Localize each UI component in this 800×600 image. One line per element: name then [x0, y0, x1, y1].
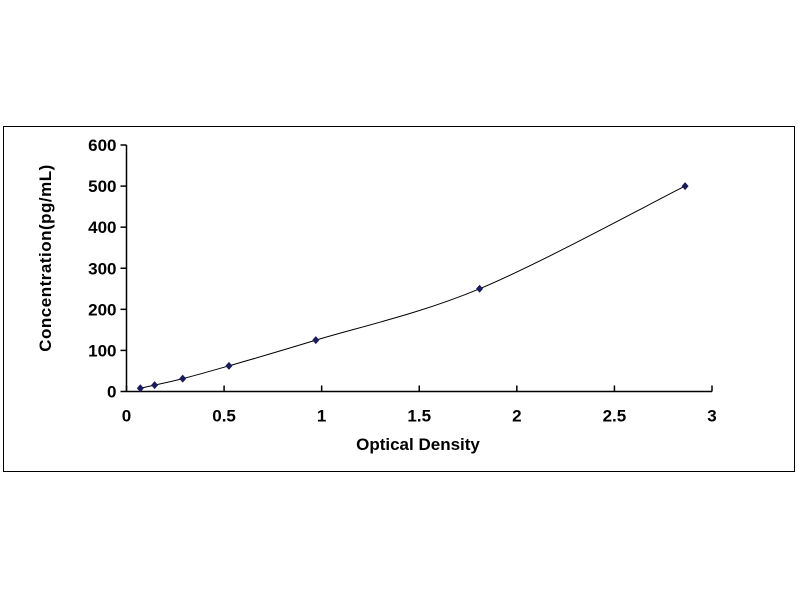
x-tick-label: 3 — [707, 407, 716, 426]
data-point — [312, 336, 320, 345]
y-tick-label: 600 — [88, 136, 116, 155]
data-point — [476, 284, 484, 293]
data-point — [151, 381, 159, 390]
y-tick-label: 500 — [88, 177, 116, 196]
y-axis-label: Concentration(pg/mL) — [36, 164, 55, 352]
x-axis-label: Optical Density — [356, 435, 480, 454]
y-tick-label: 400 — [88, 218, 116, 237]
data-point — [225, 361, 233, 370]
y-tick-label: 100 — [88, 341, 116, 360]
data-point — [179, 374, 187, 383]
x-tick-label: 0.5 — [212, 407, 236, 426]
data-point — [136, 384, 144, 393]
x-tick-label: 2 — [512, 407, 521, 426]
data-point — [681, 182, 689, 191]
x-tick-label: 2.5 — [603, 407, 627, 426]
y-tick-label: 300 — [88, 259, 116, 278]
y-tick-label: 0 — [107, 383, 116, 402]
x-tick-label: 0 — [122, 407, 131, 426]
x-tick-label: 1.5 — [407, 407, 431, 426]
y-tick-label: 200 — [88, 300, 116, 319]
fitted-curve — [140, 185, 686, 389]
chart-frame — [3, 126, 795, 472]
x-tick-label: 1 — [317, 407, 326, 426]
